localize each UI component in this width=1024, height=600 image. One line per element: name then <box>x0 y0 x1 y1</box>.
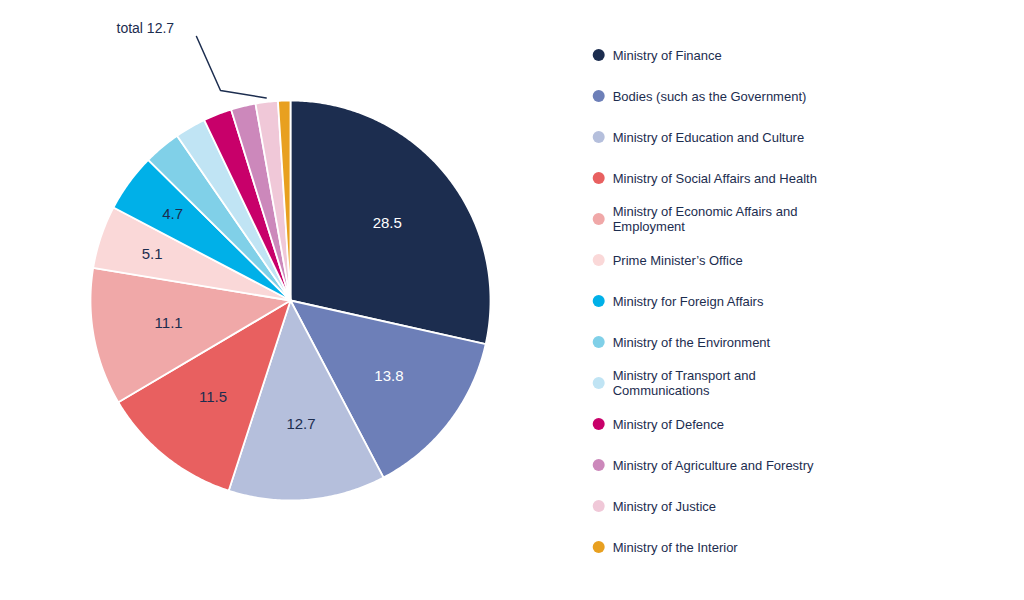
svg-text:Ministry of Economic Affairs a: Ministry of Economic Affairs andEmployme… <box>613 204 798 233</box>
svg-text:13.8: 13.8 <box>374 367 403 384</box>
svg-text:Ministry of Defence: Ministry of Defence <box>613 417 724 432</box>
svg-text:5.1: 5.1 <box>142 245 163 262</box>
svg-text:Bodies (such as the Government: Bodies (such as the Government) <box>613 89 807 104</box>
svg-text:Ministry of Social Affairs and: Ministry of Social Affairs and Health <box>613 171 817 186</box>
svg-text:12.7: 12.7 <box>286 415 315 432</box>
svg-text:28.5: 28.5 <box>373 214 402 231</box>
svg-text:Ministry of Justice: Ministry of Justice <box>613 499 716 514</box>
svg-text:4.7: 4.7 <box>162 205 183 222</box>
svg-text:Ministry of Education and Cult: Ministry of Education and Culture <box>613 130 804 145</box>
svg-text:11.1: 11.1 <box>155 314 183 331</box>
svg-text:Prime Minister’s Office: Prime Minister’s Office <box>613 253 743 268</box>
svg-text:Ministry of the Environment: Ministry of the Environment <box>613 335 771 350</box>
svg-text:Ministry of Finance: Ministry of Finance <box>613 48 722 63</box>
svg-text:Ministry of the Interior: Ministry of the Interior <box>613 540 739 555</box>
svg-text:total 12.7: total 12.7 <box>117 20 175 36</box>
svg-text:Ministry of Agriculture and Fo: Ministry of Agriculture and Forestry <box>613 458 814 473</box>
svg-text:11.5: 11.5 <box>199 388 227 405</box>
svg-text:Ministry of Transport andCommu: Ministry of Transport andCommunications <box>613 368 756 397</box>
svg-text:Ministry for Foreign Affairs: Ministry for Foreign Affairs <box>613 294 764 309</box>
